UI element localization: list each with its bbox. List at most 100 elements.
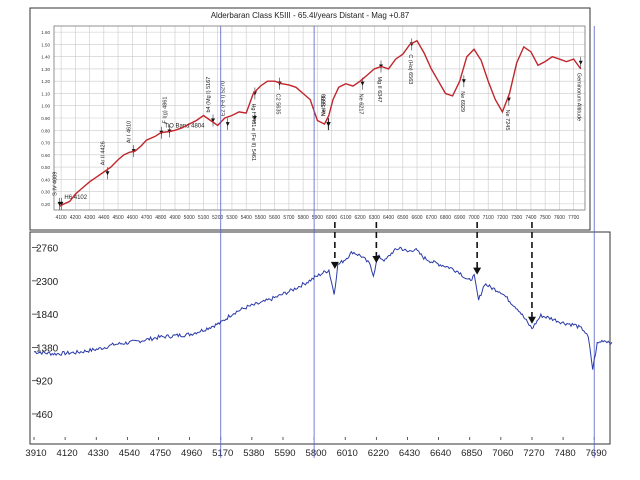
bottom-ytick-label-5: 2760 — [36, 244, 59, 255]
bottom-chart-reference-lines — [220, 26, 595, 458]
top-annotation-label-7: E2 (Fe I) 5270 — [221, 81, 227, 116]
top-ytick-label-5: 0.70 — [41, 141, 50, 146]
top-xtick-label-16: 5700 — [283, 215, 294, 221]
top-xtick-label-26: 6700 — [426, 215, 437, 221]
bottom-xtick-label-1: 4120 — [57, 448, 78, 459]
bottom-chart-frame — [29, 231, 611, 445]
top-annotation-marker-6 — [211, 118, 216, 123]
top-annotation-label-6: b4 (Mg I) 5167 — [206, 77, 212, 113]
bottom-xtick-label-12: 6430 — [399, 448, 420, 459]
top-chart-title: Alderbaran Class K5III - 65.4l/years Dis… — [211, 11, 410, 20]
top-ytick-label-12: 1.40 — [41, 55, 50, 60]
top-chart-grid — [53, 25, 586, 211]
top-ytick-label-11: 1.30 — [41, 67, 50, 72]
top-xtick-label-19: 6000 — [326, 215, 337, 221]
top-ytick-label-1: 0.30 — [41, 190, 50, 195]
top-ytick-label-2: 0.40 — [41, 177, 50, 182]
top-annotation-label-17: Ne 7245 — [504, 110, 510, 131]
top-annotation-label-16: Ne 6929 — [459, 91, 465, 112]
top-ytick-label-9: 1.10 — [41, 91, 50, 96]
bottom-chart-series-line — [33, 246, 613, 370]
top-annotation-marker-2 — [105, 171, 110, 176]
top-xtick-label-21: 6200 — [355, 215, 366, 221]
top-xtick-label-34: 7500 — [540, 215, 551, 221]
bottom-xtick-label-10: 6010 — [337, 448, 358, 459]
bottom-xtick-label-0: 3910 — [25, 448, 46, 459]
bottom-chart-arrow-markers — [330, 222, 536, 324]
top-xtick-label-7: 4800 — [155, 215, 166, 221]
top-annotation-label-13: Ne 6217 — [357, 94, 363, 115]
bottom-xtick-label-18: 7690 — [586, 448, 607, 459]
bottom-ytick-label-1: 920 — [36, 377, 53, 388]
bottom-ytick-label-4: 2300 — [36, 277, 59, 288]
bottom-xtick-label-14: 6850 — [461, 448, 482, 459]
top-annotation-label-1: H6 4102 — [64, 195, 87, 201]
top-annotation-label-0: S IV 4089 — [53, 172, 59, 196]
top-ytick-label-7: 0.90 — [41, 116, 50, 121]
top-plot-area — [53, 25, 586, 211]
arrow-head-3 — [527, 316, 536, 324]
bottom-xtick-label-7: 5380 — [243, 448, 264, 459]
top-xtick-label-1: 4200 — [70, 215, 81, 221]
top-ytick-label-0: 0.20 — [41, 202, 50, 207]
top-xtick-label-6: 4700 — [141, 215, 152, 221]
top-xtick-label-25: 6600 — [411, 215, 422, 221]
bottom-ytick-label-0: 460 — [36, 410, 53, 421]
top-xtick-label-12: 5300 — [226, 215, 237, 221]
top-xtick-label-30: 7100 — [483, 215, 494, 221]
top-xtick-label-36: 7700 — [568, 215, 579, 221]
top-xtick-label-8: 4900 — [169, 215, 180, 221]
top-ytick-label-13: 1.50 — [41, 42, 50, 47]
top-xtick-label-10: 5100 — [198, 215, 209, 221]
top-annotation-label-12: NeI 5980 — [322, 94, 328, 116]
top-annotation-marker-1 — [59, 201, 64, 206]
top-xtick-label-27: 6800 — [440, 215, 451, 221]
bottom-xtick-label-9: 5800 — [306, 448, 327, 459]
top-annotation-label-4: F I(g) 4861 — [162, 97, 168, 124]
top-xtick-label-32: 7300 — [511, 215, 522, 221]
top-xtick-label-24: 6500 — [397, 215, 408, 221]
top-xtick-label-15: 5600 — [269, 215, 280, 221]
top-xtick-label-11: 5200 — [212, 215, 223, 221]
top-ytick-label-4: 0.60 — [41, 153, 50, 158]
top-annotation-marker-12 — [326, 122, 331, 127]
top-annotation-label-15: C (Ho) 6563 — [407, 54, 413, 84]
bottom-xtick-label-16: 7270 — [523, 448, 544, 459]
top-annotation-label-8: e (Fe II) 5461 — [250, 128, 256, 161]
top-annotation-label-9: Hg I 5461 — [250, 103, 256, 127]
top-xtick-label-33: 7400 — [525, 215, 536, 221]
top-chart-frame — [29, 7, 591, 231]
top-xtick-label-23: 6400 — [383, 215, 394, 221]
bottom-chart-x-ticks: 3910 4120 4330 4540 4750 4960 5170 5380 5590 5800… — [25, 437, 607, 459]
bottom-xtick-label-11: 6220 — [368, 448, 389, 459]
top-ytick-label-10: 1.20 — [41, 79, 50, 84]
bottom-xtick-label-3: 4540 — [119, 448, 140, 459]
top-annotation-marker-8 — [252, 116, 257, 120]
top-ytick-label-3: 0.50 — [41, 165, 50, 170]
top-xtick-label-3: 4400 — [98, 215, 109, 221]
top-chart-series-line — [59, 39, 582, 207]
bottom-xtick-label-13: 6640 — [430, 448, 451, 459]
top-xtick-label-29: 7000 — [468, 215, 479, 221]
top-xtick-label-17: 5800 — [298, 215, 309, 221]
top-xtick-label-0: 4100 — [56, 215, 67, 221]
top-annotation-label-14: Mg II 6347 — [376, 76, 382, 102]
bottom-ytick-label-3: 1840 — [36, 310, 59, 321]
bottom-chart-y-ticks: 460 920 1380 1840 2300 2760 — [32, 244, 59, 421]
bottom-xtick-label-6: 5170 — [212, 448, 233, 459]
top-annotation-marker-13 — [360, 81, 365, 86]
top-xtick-label-22: 6300 — [369, 215, 380, 221]
bottom-xtick-label-2: 4330 — [88, 448, 109, 459]
top-xtick-label-13: 5400 — [241, 215, 252, 221]
top-xtick-label-35: 7600 — [554, 215, 565, 221]
top-xtick-label-20: 6100 — [340, 215, 351, 221]
top-annotation-marker-16 — [461, 79, 466, 84]
bottom-xtick-label-8: 5590 — [274, 448, 295, 459]
bottom-xtick-label-5: 4960 — [181, 448, 202, 459]
top-chart-x-ticks: 4100 4200 4300 4400 4500 4600 4700 4800 4900 5000… — [56, 215, 580, 221]
top-chart-y-ticks: 0.20 0.30 0.40 0.50 0.60 0.70 0.80 0.90 1.00 1.10… — [41, 30, 50, 207]
arrow-head-2 — [473, 267, 482, 275]
top-xtick-label-9: 5000 — [184, 215, 195, 221]
bottom-xtick-label-15: 7060 — [492, 448, 513, 459]
